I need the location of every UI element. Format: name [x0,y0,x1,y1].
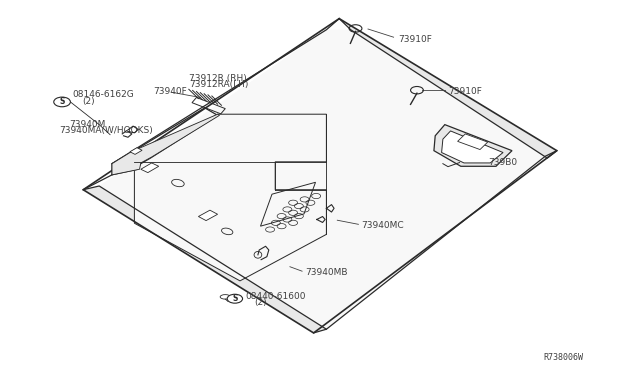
Text: 08440-61600: 08440-61600 [245,292,306,301]
Polygon shape [442,131,503,163]
Text: 73910F: 73910F [398,35,432,44]
Text: 73940MB: 73940MB [305,268,348,277]
Polygon shape [130,148,142,154]
Text: 73940MA(W/HOOKS): 73940MA(W/HOOKS) [59,126,152,135]
Text: 73940M: 73940M [69,120,106,129]
Text: S: S [232,294,237,303]
Text: 73940F: 73940F [154,87,188,96]
Text: 73940MC: 73940MC [362,221,404,230]
Text: 08146-6162G: 08146-6162G [72,90,134,99]
Circle shape [227,294,243,303]
Text: 739B0: 739B0 [488,158,518,167]
Polygon shape [434,125,512,166]
Text: (2): (2) [82,97,95,106]
Polygon shape [112,114,220,175]
Text: 73912R (RH): 73912R (RH) [189,74,246,83]
Polygon shape [99,30,545,329]
Polygon shape [339,19,557,158]
Text: R738006W: R738006W [543,353,583,362]
Text: 73912RA(LH): 73912RA(LH) [189,80,248,89]
Circle shape [54,97,70,107]
Polygon shape [83,186,326,333]
Polygon shape [458,134,488,150]
Polygon shape [134,114,326,281]
Text: 73910F: 73910F [448,87,482,96]
Text: S: S [60,97,65,106]
Polygon shape [198,210,218,221]
Text: (2): (2) [254,298,267,307]
Polygon shape [141,163,159,173]
